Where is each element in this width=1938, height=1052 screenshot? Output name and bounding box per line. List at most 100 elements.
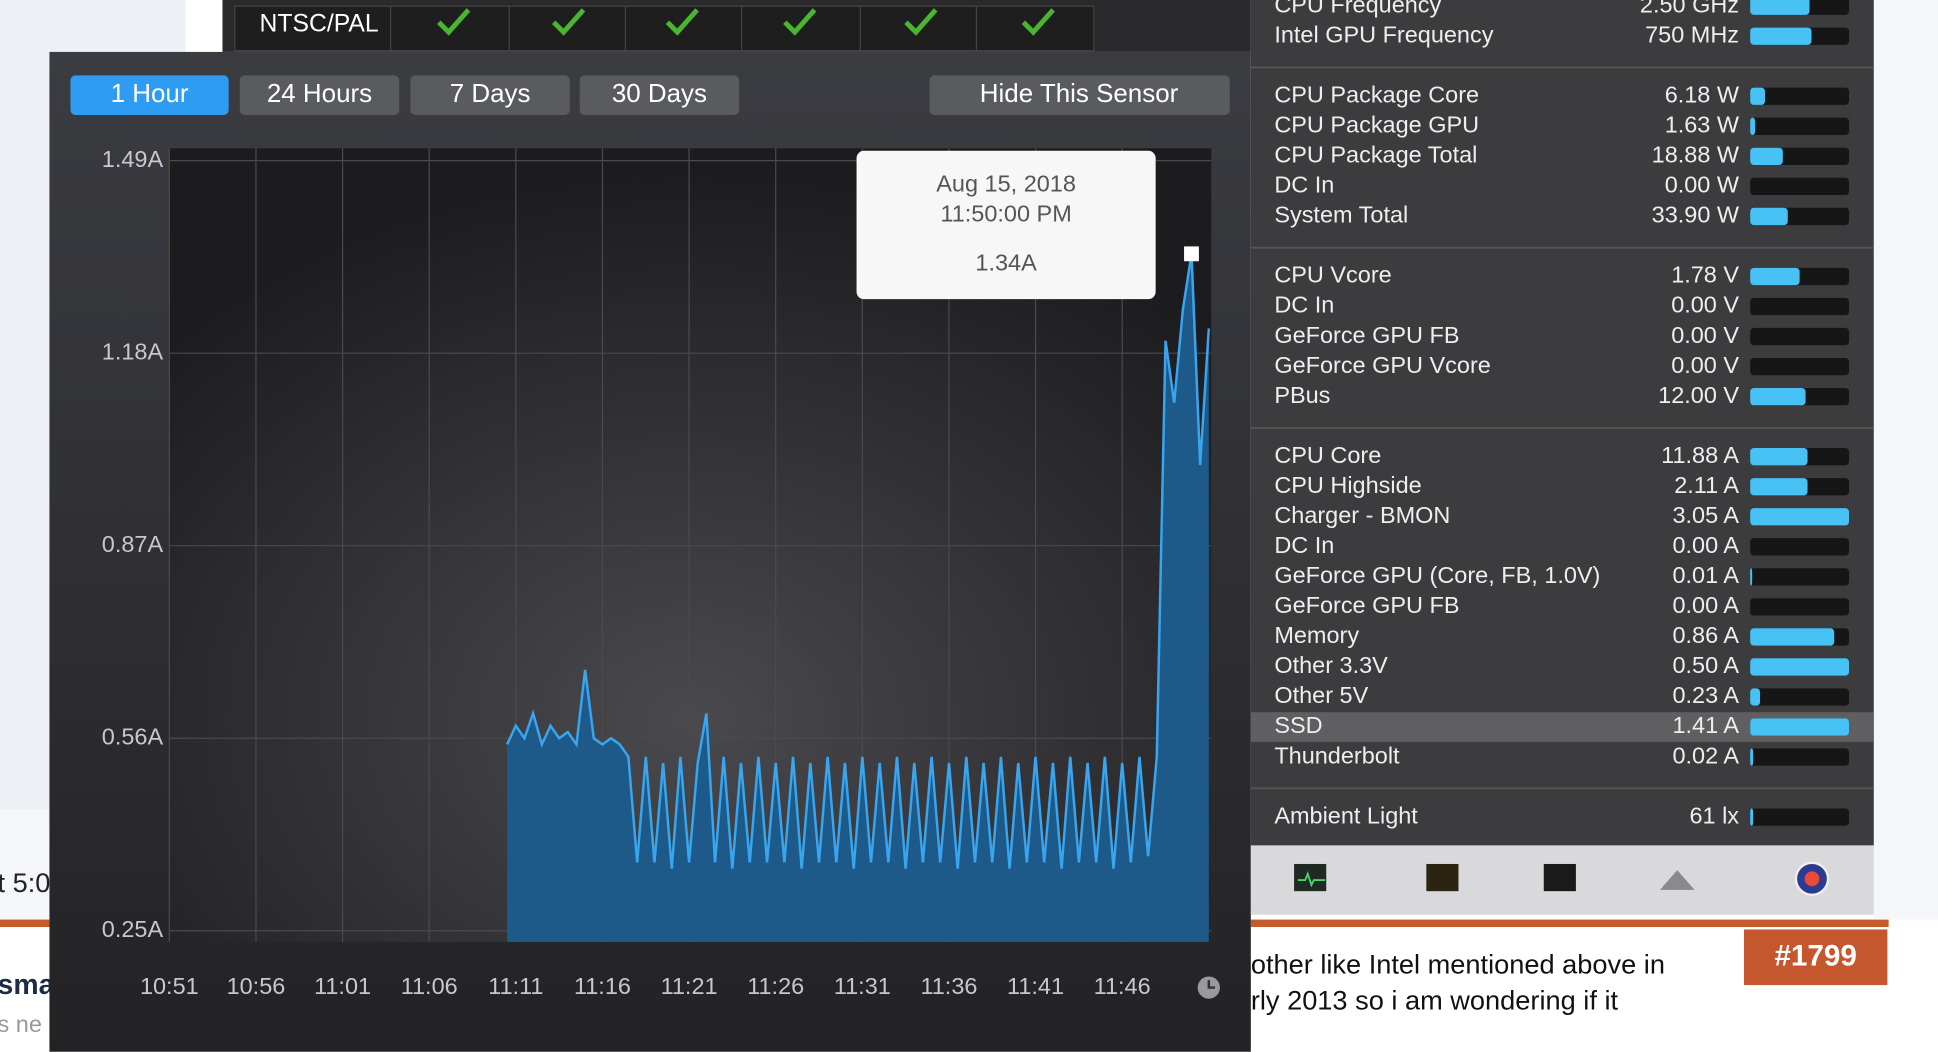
x-tick-label: 11:01	[314, 973, 371, 999]
orange-rule	[1250, 919, 1889, 927]
sensor-name[interactable]: Other 3.3V	[1274, 652, 1388, 678]
back-table	[234, 5, 1095, 52]
page-text: t 5:0	[0, 867, 50, 898]
sensor-bar	[1750, 27, 1812, 45]
hide-button[interactable]	[929, 75, 1230, 115]
sensor-bar	[1750, 658, 1850, 676]
sensor-name[interactable]: Thunderbolt	[1274, 742, 1400, 768]
sensor-list: CPU Frequency 2.50 GHz Intel GPU Frequency…	[1250, 0, 1874, 828]
range-button[interactable]	[579, 75, 740, 115]
post-badge	[1743, 929, 1888, 986]
sensor-value: 0.23 A	[1672, 682, 1739, 708]
sensor-name[interactable]: PBus	[1274, 382, 1330, 408]
toolbar-icon[interactable]	[1659, 870, 1695, 890]
sensor-bar-track	[1750, 117, 1850, 135]
sensor-bar	[1750, 87, 1766, 105]
sensor-bar-track	[1750, 568, 1850, 586]
range-button-label[interactable]: 1 Hour	[111, 80, 189, 108]
sensor-value: 33.90 W	[1652, 202, 1740, 228]
sensor-name[interactable]: Other 5V	[1274, 682, 1368, 708]
toolbar-icon[interactable]	[1294, 863, 1327, 892]
toolbar-icon[interactable]	[1543, 863, 1576, 892]
sensor-name[interactable]: Charger - BMON	[1274, 502, 1450, 528]
range-buttons: 1 Hour 24 Hours 7 Days 30 Days	[70, 75, 740, 115]
sensor-value: 0.01 A	[1672, 562, 1739, 588]
sensor-name[interactable]: CPU Vcore	[1274, 262, 1391, 288]
sensor-bar-track	[1750, 748, 1850, 766]
sensor-bar	[1750, 748, 1754, 766]
sensor-name[interactable]: GeForce GPU Vcore	[1274, 352, 1491, 378]
hide-button-label[interactable]: Hide This Sensor	[980, 80, 1179, 108]
sensor-name[interactable]: GeForce GPU FB	[1274, 322, 1459, 348]
sensor-bar	[1750, 478, 1808, 496]
x-tick-label: 11:26	[747, 973, 804, 999]
range-button[interactable]	[70, 75, 229, 115]
checkmark	[904, 8, 938, 36]
line	[506, 253, 1211, 869]
range-button[interactable]	[239, 75, 400, 115]
sensor-value: 2.11 A	[1674, 472, 1739, 498]
sensor-value: 2.50 GHz	[1640, 0, 1739, 17]
y-tick-label: 0.25A	[102, 916, 164, 942]
sensor-bar-track	[1750, 688, 1850, 706]
sensor-name[interactable]: DC In	[1274, 172, 1334, 198]
y-tick-label: 1.49A	[102, 146, 164, 172]
x-tick-label: 10:51	[140, 973, 199, 999]
table-header: NTSC/PAL	[260, 10, 379, 37]
sensor-bar-track	[1750, 357, 1850, 376]
sensor-name[interactable]: Memory	[1274, 622, 1359, 648]
sensor-name[interactable]: Intel GPU Frequency	[1274, 21, 1493, 47]
range-button-label[interactable]: 30 Days	[612, 80, 707, 108]
sensor-name[interactable]: GeForce GPU (Core, FB, 1.0V)	[1274, 562, 1600, 588]
sensor-name[interactable]: DC In	[1274, 292, 1334, 318]
sensor-bar-track	[1750, 177, 1850, 196]
sensor-value: 0.50 A	[1672, 652, 1739, 678]
sensor-value: 0.00 A	[1672, 592, 1739, 618]
y-tick-label: 0.87A	[102, 531, 164, 557]
range-button-label[interactable]: 24 Hours	[267, 80, 372, 108]
tooltip-value: 1.34A	[975, 250, 1037, 276]
sensor-name[interactable]: CPU Package GPU	[1274, 112, 1479, 138]
toolbar-icon[interactable]	[1426, 863, 1459, 892]
x-tick-label: 11:06	[401, 973, 458, 999]
x-tick-label: 11:16	[574, 973, 631, 999]
sensor-name[interactable]: DC In	[1274, 532, 1334, 558]
page-strip	[0, 809, 50, 921]
sensor-bar-track	[1750, 598, 1850, 616]
sensor-name[interactable]: CPU Package Core	[1274, 81, 1479, 107]
sensor-bar	[1750, 688, 1761, 706]
sensor-value: 6.18 W	[1665, 81, 1740, 107]
x-tick-label: 11:46	[1094, 973, 1151, 999]
checkmark	[437, 8, 471, 36]
sensor-name[interactable]: SSD	[1274, 712, 1322, 738]
sensor-bar-track	[1750, 808, 1850, 826]
page-text: s ne	[0, 1011, 42, 1037]
sensor-value: 0.00 V	[1671, 292, 1739, 318]
sensor-value: 18.88 W	[1652, 142, 1740, 168]
sensor-name[interactable]: CPU Frequency	[1274, 0, 1441, 17]
sensor-name[interactable]: System Total	[1274, 202, 1408, 228]
plot: 0.25A 0.56A 0.87A 1.18A 1.49A 10:51 10:56 11:01…	[102, 146, 1212, 999]
range-button-label[interactable]: 7 Days	[450, 80, 531, 108]
range-button[interactable]	[410, 75, 570, 115]
sensor-name[interactable]: CPU Highside	[1274, 472, 1421, 498]
sensor-name[interactable]: CPU Core	[1274, 442, 1381, 468]
sensor-bar	[1750, 718, 1850, 736]
sensor-value: 61 lx	[1689, 802, 1739, 828]
sensor-value: 1.78 V	[1671, 262, 1739, 288]
tooltip-time: 11:50:00 PM	[940, 200, 1071, 226]
sensor-value: 3.05 A	[1672, 502, 1739, 528]
sensor-value: 0.86 A	[1672, 622, 1739, 648]
orange-rule	[0, 919, 50, 927]
sensor-value: 11.88 A	[1661, 442, 1739, 468]
x-tick-label: 11:36	[920, 973, 977, 999]
sensor-bar-track	[1750, 87, 1850, 105]
checkmark	[1021, 8, 1055, 36]
sensor-name[interactable]: CPU Package Total	[1274, 142, 1477, 168]
tooltip-marker	[1184, 246, 1199, 262]
sensor-bar	[1750, 808, 1754, 826]
sensor-name[interactable]: GeForce GPU FB	[1274, 592, 1459, 618]
sensor-name[interactable]: Ambient Light	[1274, 802, 1418, 828]
